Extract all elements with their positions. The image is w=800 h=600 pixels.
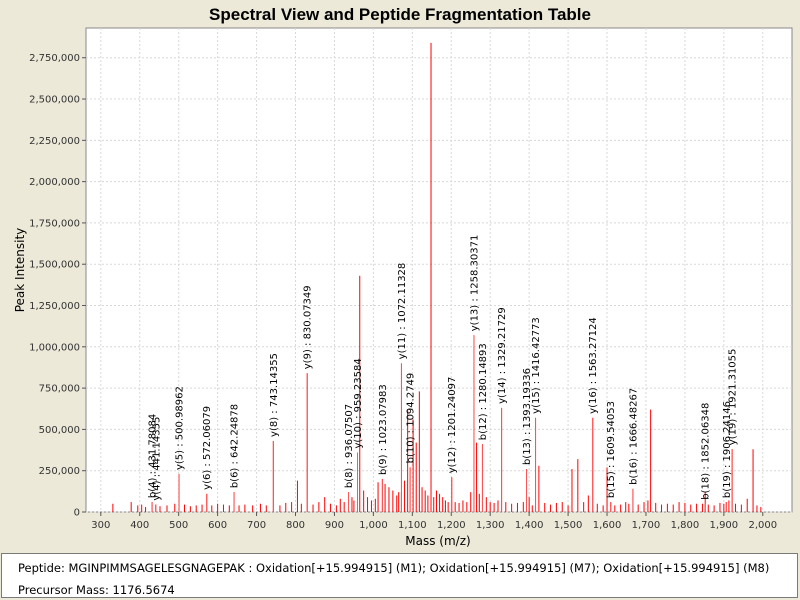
y-tick-label: 250,000 bbox=[39, 466, 80, 477]
precursor-mass-text: Precursor Mass: 1176.5674 bbox=[18, 583, 175, 597]
peak-label: y(14) : 1329.21729 bbox=[497, 307, 508, 404]
x-tick-label: 1,000 bbox=[359, 520, 388, 531]
x-tick-label: 1,700 bbox=[632, 520, 661, 531]
peak-label: y(9) : 830.07349 bbox=[303, 285, 314, 369]
plot-area bbox=[85, 27, 793, 513]
y-tick-label: 1,250,000 bbox=[29, 301, 80, 312]
y-axis-title: Peak Intensity bbox=[13, 228, 27, 313]
x-tick-label: 500 bbox=[169, 520, 188, 531]
x-tick-label: 1,400 bbox=[515, 520, 544, 531]
peak-label: b(4) : 431.78084 bbox=[148, 414, 159, 498]
peptide-sequence-text: Peptide: MGINPIMMSAGELESGNAGEPAK : Oxida… bbox=[18, 561, 770, 575]
peak-label: b(19) : 1906.24146 bbox=[722, 401, 733, 498]
x-tick-label: 800 bbox=[286, 520, 305, 531]
peak-label: y(10) : 959.23584 bbox=[353, 358, 364, 448]
peak-label: y(8) : 743.14355 bbox=[269, 353, 280, 437]
x-tick-label: 600 bbox=[208, 520, 227, 531]
peak-label: y(5) : 500.98962 bbox=[175, 386, 186, 470]
x-tick-label: 300 bbox=[91, 520, 110, 531]
x-tick-label: 900 bbox=[325, 520, 344, 531]
y-tick-label: 500,000 bbox=[39, 425, 80, 436]
y-tick-label: 2,500,000 bbox=[29, 95, 80, 106]
y-tick-label: 1,500,000 bbox=[29, 260, 80, 271]
peak-label: y(15) : 1416.42773 bbox=[531, 317, 542, 414]
y-tick-label: 0 bbox=[74, 508, 80, 519]
peak-label: y(6) : 572.06079 bbox=[202, 406, 213, 490]
peak-label: y(4) : 441.14355 bbox=[151, 417, 162, 501]
peak-label: y(11) : 1072.11328 bbox=[397, 263, 408, 360]
grid-lines bbox=[86, 28, 792, 513]
x-tick-label: 1,500 bbox=[554, 520, 583, 531]
peak-label: b(15) : 1609.54053 bbox=[606, 401, 617, 498]
y-tick-label: 2,250,000 bbox=[29, 136, 80, 147]
chart-title: Spectral View and Peptide Fragmentation … bbox=[209, 5, 591, 24]
axes: 300 400 500 600 700 800 900 1,000 1,100 1,200 1,30… bbox=[29, 53, 777, 531]
peak-label: b(10) : 1094.2749 bbox=[406, 373, 417, 464]
y-tick-label: 2,000,000 bbox=[29, 177, 80, 188]
x-tick-label: 1,800 bbox=[671, 520, 700, 531]
spectrum-svg: Spectral View and Peptide Fragmentation … bbox=[13, 5, 793, 548]
peak-label: b(9) : 1023.07983 bbox=[378, 384, 389, 475]
peak-label: b(16) : 1666.48267 bbox=[628, 388, 639, 485]
peak-label: y(13) : 1258.30371 bbox=[469, 235, 480, 332]
x-tick-label: 1,600 bbox=[593, 520, 622, 531]
x-tick-label: 1,100 bbox=[398, 520, 427, 531]
y-tick-label: 1,000,000 bbox=[29, 342, 80, 353]
x-tick-label: 1,200 bbox=[437, 520, 466, 531]
peptide-info-panel: Peptide: MGINPIMMSAGELESGNAGEPAK : Oxida… bbox=[1, 553, 798, 598]
peak-label: b(6) : 642.24878 bbox=[230, 404, 241, 488]
peak-label: b(13) : 1393.19336 bbox=[522, 368, 533, 465]
peak-label: b(12) : 1280.14893 bbox=[478, 343, 489, 440]
peak-label: y(12) : 1201.24097 bbox=[447, 377, 458, 474]
x-tick-label: 700 bbox=[247, 520, 266, 531]
peak-label: b(18) : 1852.06348 bbox=[701, 403, 712, 500]
peak-label: y(19) : 1921.31055 bbox=[728, 349, 739, 446]
y-tick-label: 750,000 bbox=[39, 384, 80, 395]
y-tick-label: 1,750,000 bbox=[29, 218, 80, 229]
x-axis-title: Mass (m/z) bbox=[405, 534, 470, 548]
x-tick-label: 400 bbox=[130, 520, 149, 531]
x-tick-label: 1,300 bbox=[476, 520, 505, 531]
x-tick-label: 2,000 bbox=[748, 520, 777, 531]
peak-label: b(8) : 936.07507 bbox=[344, 404, 355, 488]
x-tick-label: 1,900 bbox=[710, 520, 739, 531]
y-tick-label: 2,750,000 bbox=[29, 53, 80, 64]
spectrum-chart: Spectral View and Peptide Fragmentation … bbox=[13, 5, 793, 548]
peak-label: y(16) : 1563.27124 bbox=[588, 317, 599, 414]
